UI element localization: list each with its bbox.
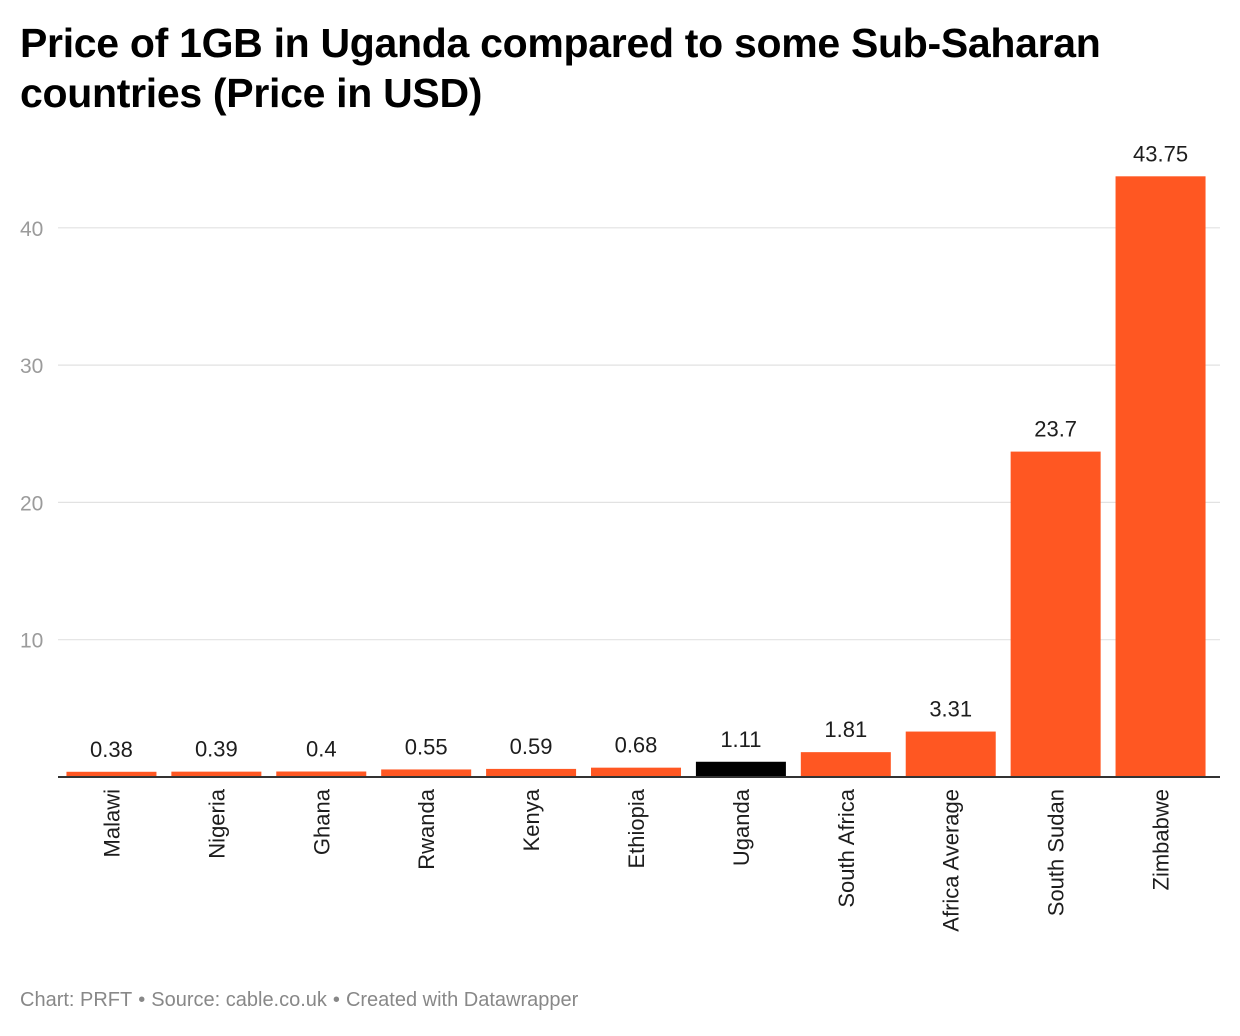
bar-south-sudan (1010, 451, 1101, 777)
x-tick-label-zimbabwe: Zimbabwe (1149, 789, 1174, 890)
bar-nigeria (171, 771, 262, 777)
value-labels: 0.38 0.39 0.4 0.55 0.59 0.68 1.11 1.81 3.31 23.7 4… (90, 141, 1188, 761)
bars (66, 176, 1206, 777)
bar-kenya (486, 768, 577, 777)
footer-separator: • (332, 989, 340, 1011)
tool-credit: Created with Datawrapper (345, 989, 579, 1011)
footer-separator: • (138, 989, 146, 1011)
value-label-kenya: 0.59 (510, 734, 553, 759)
chart-title: Price of 1GB in Uganda compared to some … (20, 20, 1101, 116)
value-label-nigeria: 0.39 (195, 737, 238, 762)
bar-chart: 10 20 30 40 0.38 0.39 0.4 0.55 0.59 0.68 1.11 1.81… (20, 141, 1220, 932)
x-tick-label-kenya: Kenya (519, 788, 544, 851)
x-axis-category-labels: Malawi Nigeria Ghana Rwanda Kenya Ethiopia Uga… (99, 788, 1173, 931)
bar-zimbabwe (1115, 176, 1206, 777)
x-tick-label-ethiopia: Ethiopia (624, 788, 649, 868)
bar-malawi (66, 771, 157, 777)
chart-credit: Chart: PRFT (20, 989, 133, 1011)
value-label-south-sudan: 23.7 (1034, 417, 1077, 442)
value-label-south-africa: 1.81 (824, 717, 867, 742)
value-label-africa-average: 3.31 (929, 697, 972, 722)
value-label-malawi: 0.38 (90, 737, 133, 762)
bar-south-africa (800, 752, 891, 777)
x-tick-label-south-africa: South Africa (834, 788, 859, 907)
x-tick-label-rwanda: Rwanda (414, 788, 439, 869)
bar-africa-average (905, 731, 996, 777)
bar-ethiopia (591, 767, 681, 777)
value-label-rwanda: 0.55 (405, 734, 448, 759)
bar-rwanda (381, 769, 472, 777)
x-tick-label-uganda: Uganda (729, 788, 754, 866)
x-tick-label-nigeria: Nigeria (204, 788, 229, 858)
value-label-uganda: 1.11 (720, 727, 761, 752)
x-tick-label-africa-average: Africa Average (939, 789, 964, 932)
bar-ghana (276, 771, 367, 777)
value-label-ghana: 0.4 (306, 737, 337, 762)
x-tick-label-ghana: Ghana (309, 788, 334, 855)
y-axis-tick-labels: 10 20 30 40 (20, 218, 43, 653)
bar-uganda (695, 761, 786, 777)
value-label-zimbabwe: 43.75 (1133, 141, 1188, 166)
y-tick-label-30: 30 (20, 355, 43, 378)
source-credit: Source: cable.co.uk (151, 989, 327, 1011)
value-label-ethiopia: 0.68 (615, 733, 658, 758)
y-tick-label-20: 20 (20, 492, 43, 515)
chart-footer: Chart: PRFT • Source: cable.co.uk • Created … (20, 989, 578, 1012)
y-tick-label-10: 10 (20, 630, 43, 653)
y-tick-label-40: 40 (20, 218, 43, 241)
x-tick-label-south-sudan: South Sudan (1044, 789, 1069, 916)
x-tick-label-malawi: Malawi (99, 789, 124, 857)
